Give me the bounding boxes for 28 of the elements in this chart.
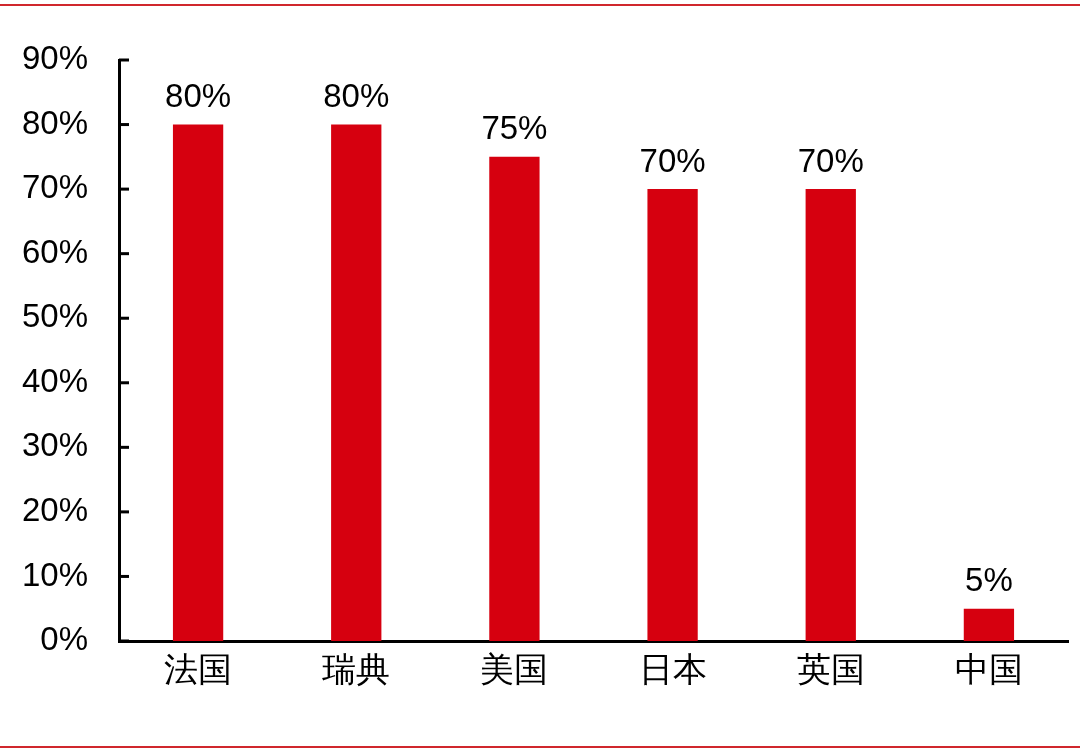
- x-tick-label: 中国: [954, 651, 1023, 689]
- bar: [963, 608, 1015, 641]
- data-label: 75%: [481, 109, 548, 147]
- bar: [489, 156, 540, 641]
- y-tick-label: 30%: [21, 426, 88, 464]
- x-tick-label: 美国: [480, 651, 549, 689]
- x-tick-label: 日本: [638, 651, 707, 689]
- bar: [805, 189, 856, 641]
- y-tick-label: 80%: [21, 103, 88, 141]
- bar: [647, 189, 698, 641]
- x-tick-label: 瑞典: [322, 651, 391, 689]
- bar: [172, 124, 224, 641]
- y-tick-label: 20%: [21, 490, 88, 528]
- bar: [331, 124, 382, 641]
- y-tick-label: 60%: [21, 232, 88, 270]
- y-tick-label: 50%: [21, 297, 88, 335]
- data-label: 80%: [323, 77, 390, 115]
- data-label: 80%: [165, 77, 232, 115]
- y-tick-label: 10%: [21, 555, 88, 593]
- x-tick-label: 英国: [796, 651, 865, 689]
- data-label: 5%: [965, 561, 1013, 599]
- data-label: 70%: [797, 141, 864, 179]
- x-tick-label: 法国: [164, 651, 233, 689]
- y-tick-label: 40%: [21, 361, 88, 399]
- data-label: 70%: [639, 141, 706, 179]
- y-tick-label: 0%: [40, 620, 88, 658]
- y-tick-label: 90%: [21, 39, 88, 77]
- y-tick-label: 70%: [21, 168, 88, 206]
